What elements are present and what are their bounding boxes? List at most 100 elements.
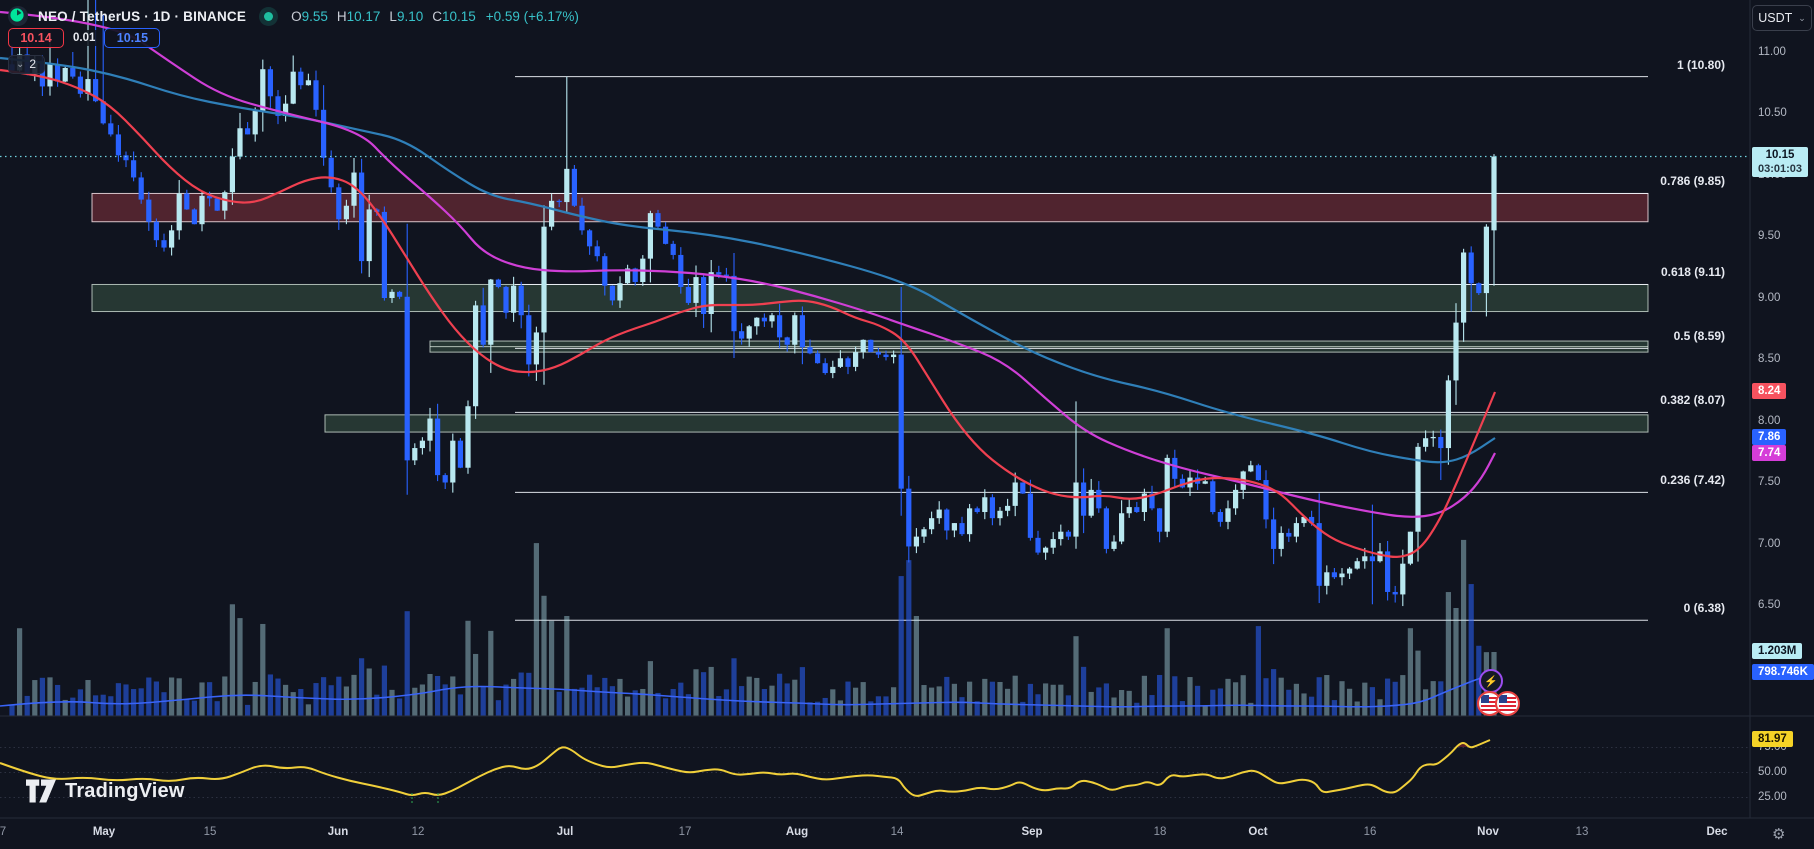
- candle[interactable]: [176, 193, 182, 231]
- candle[interactable]: [1354, 561, 1360, 569]
- candle[interactable]: [777, 315, 783, 338]
- candle[interactable]: [138, 177, 144, 200]
- candle[interactable]: [1369, 556, 1375, 562]
- candle[interactable]: [1362, 556, 1368, 562]
- candle[interactable]: [587, 230, 593, 247]
- candle[interactable]: [1103, 508, 1109, 549]
- candle[interactable]: [579, 205, 585, 231]
- candle[interactable]: [982, 497, 988, 513]
- time-axis-label[interactable]: Sep: [1021, 826, 1043, 838]
- time-axis-label[interactable]: Dec: [1706, 826, 1728, 838]
- time-axis-label[interactable]: 7: [0, 826, 7, 838]
- candle[interactable]: [381, 211, 387, 298]
- candle[interactable]: [1377, 551, 1383, 562]
- candle[interactable]: [465, 406, 471, 468]
- candle[interactable]: [571, 168, 577, 206]
- candle[interactable]: [1073, 482, 1079, 537]
- candle[interactable]: [609, 285, 615, 301]
- candle[interactable]: [693, 277, 699, 303]
- candle[interactable]: [100, 101, 106, 124]
- candle[interactable]: [161, 240, 167, 248]
- candle[interactable]: [951, 523, 957, 531]
- candle[interactable]: [1020, 482, 1026, 494]
- candle[interactable]: [739, 331, 745, 339]
- candle[interactable]: [1301, 516, 1307, 524]
- candle[interactable]: [1271, 519, 1277, 549]
- candle[interactable]: [533, 332, 539, 365]
- candle[interactable]: [77, 76, 83, 94]
- candle[interactable]: [860, 339, 866, 353]
- candle[interactable]: [511, 285, 517, 313]
- candle[interactable]: [845, 358, 851, 367]
- time-axis-label[interactable]: 15: [203, 826, 217, 838]
- candle[interactable]: [1430, 436, 1436, 439]
- candle[interactable]: [678, 254, 684, 287]
- candle[interactable]: [929, 518, 935, 530]
- candle[interactable]: [435, 418, 441, 476]
- candle[interactable]: [761, 317, 767, 322]
- candle[interactable]: [488, 279, 494, 345]
- candle[interactable]: [328, 157, 334, 188]
- candle[interactable]: [39, 60, 45, 87]
- candle[interactable]: [237, 128, 243, 157]
- time-axis-label[interactable]: Oct: [1248, 826, 1268, 838]
- candle[interactable]: [1202, 481, 1208, 484]
- candle[interactable]: [1461, 252, 1467, 323]
- candle[interactable]: [716, 272, 722, 275]
- candle[interactable]: [1263, 480, 1269, 520]
- time-axis-label[interactable]: 13: [1575, 826, 1589, 838]
- candle[interactable]: [450, 440, 456, 483]
- candle[interactable]: [275, 96, 281, 116]
- candle[interactable]: [1476, 283, 1482, 294]
- candle[interactable]: [1400, 563, 1406, 595]
- candle[interactable]: [336, 187, 342, 220]
- candle[interactable]: [115, 134, 121, 156]
- candle[interactable]: [944, 509, 950, 531]
- candle[interactable]: [457, 440, 463, 468]
- candle[interactable]: [891, 354, 897, 358]
- candle[interactable]: [617, 283, 623, 301]
- candle[interactable]: [564, 168, 570, 203]
- candle[interactable]: [1491, 156, 1497, 231]
- time-axis-label[interactable]: May: [92, 826, 116, 838]
- candle[interactable]: [207, 195, 213, 199]
- candle[interactable]: [1385, 551, 1391, 592]
- candle[interactable]: [731, 275, 737, 332]
- candle[interactable]: [594, 246, 600, 257]
- candle[interactable]: [70, 67, 76, 77]
- candle[interactable]: [670, 243, 676, 255]
- candle[interactable]: [1179, 478, 1185, 488]
- gear-icon[interactable]: ⚙: [1772, 826, 1786, 843]
- candle[interactable]: [503, 286, 509, 313]
- candle[interactable]: [131, 160, 137, 178]
- candle[interactable]: [708, 272, 714, 314]
- time-axis-label[interactable]: Jun: [327, 826, 349, 838]
- candle[interactable]: [784, 337, 790, 345]
- candle[interactable]: [1126, 507, 1132, 514]
- candle[interactable]: [883, 354, 889, 358]
- candle[interactable]: [1210, 481, 1216, 513]
- candle[interactable]: [245, 128, 251, 135]
- market-status-dot[interactable]: [264, 11, 274, 21]
- sell-button[interactable]: 10.14: [8, 28, 64, 48]
- candle[interactable]: [526, 315, 532, 365]
- candle[interactable]: [229, 156, 235, 193]
- candle[interactable]: [1423, 438, 1429, 447]
- candle[interactable]: [404, 296, 410, 461]
- candle[interactable]: [222, 192, 228, 211]
- candle[interactable]: [267, 69, 273, 97]
- tradingview-watermark[interactable]: TradingView: [26, 779, 185, 803]
- candle[interactable]: [1225, 508, 1231, 522]
- boost-lightning-icon[interactable]: ⚡: [1479, 669, 1503, 693]
- candle[interactable]: [1407, 531, 1413, 564]
- candle[interactable]: [815, 353, 821, 364]
- candle[interactable]: [1255, 465, 1261, 481]
- candle[interactable]: [632, 268, 638, 283]
- candle[interactable]: [913, 536, 919, 547]
- candle[interactable]: [541, 226, 547, 333]
- candle[interactable]: [807, 347, 813, 354]
- candle[interactable]: [837, 358, 843, 367]
- candle[interactable]: [283, 103, 289, 116]
- candle[interactable]: [1035, 537, 1041, 553]
